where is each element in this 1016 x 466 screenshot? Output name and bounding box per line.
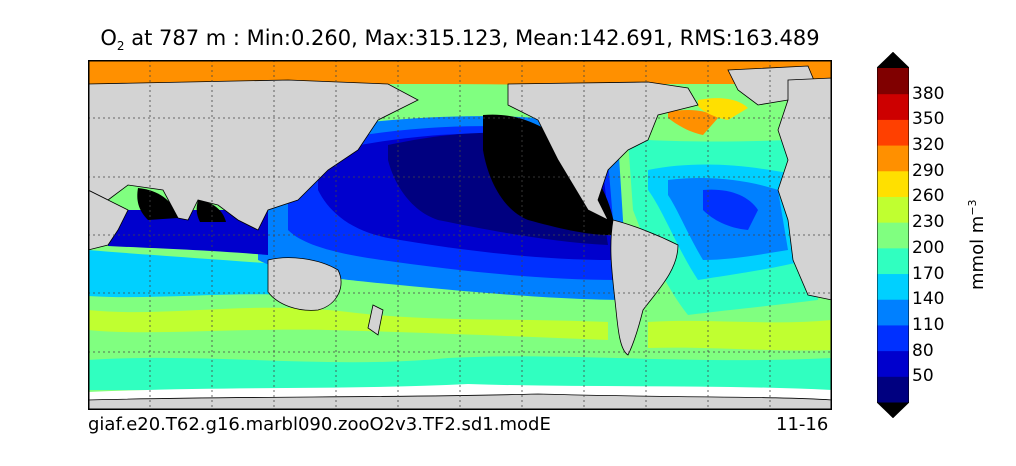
atlantic-deepblue [703,189,758,230]
colorbar-segment [877,170,909,197]
case-name-caption: giaf.e20.T62.g16.marbl090.zooO2v3.TF2.sd… [88,414,551,435]
colorbar-segment [877,350,909,377]
colorbar-tick-label: 290 [912,160,945,181]
colorbar-segment [877,376,909,403]
arabian-omz [137,188,178,220]
colorbar-segment [877,93,909,120]
colorbar-segment [877,68,909,95]
southern-band-3 [648,320,832,351]
bengal-omz [196,200,226,222]
colorbar-tick-label: 140 [912,289,945,310]
colorbar-tick-label: 350 [912,109,945,130]
southern-band-2 [88,307,608,340]
colorbar-segment [877,273,909,300]
colorbar-segment [877,145,909,172]
colorbar-segment [877,222,909,249]
labrador-yellow [698,98,748,120]
land-south-america [610,219,679,356]
land-eurasia [88,79,419,231]
colorbar-tick-label: 320 [912,135,945,156]
colorbar-frame [877,52,909,418]
ocean-oxygen-map [88,60,832,410]
colorbar [877,52,909,418]
colorbar-segment [877,299,909,326]
colorbar-tick-label: 230 [912,212,945,233]
land-australia [267,257,342,311]
land-newzealand [367,304,384,336]
pacific-omz [483,114,616,236]
colorbar-tick-label: 110 [912,314,945,335]
colorbar-segment [877,247,909,275]
colorbar-under-triangle [877,402,909,418]
colorbar-tick-label: 380 [912,83,945,104]
months-caption: 11-16 [776,414,829,435]
indian-navy [108,210,268,255]
land-europe-africa [777,77,832,301]
indian-cyan [88,250,288,298]
colorbar-tick-label: 50 [912,366,934,387]
land-north-america [507,81,699,221]
colorbar-tick-label: 200 [912,237,945,258]
colorbar-units: mmol m−3 [966,199,988,290]
colorbar-tick-label: 170 [912,263,945,284]
colorbar-tick-label: 260 [912,186,945,207]
colorbar-over-triangle [877,52,909,68]
colorbar-segment [877,196,909,223]
colorbar-segment [877,324,909,352]
graticule [88,60,832,410]
map-frame [88,60,832,410]
colorbar-segment [877,119,909,146]
colorbar-tick-label: 80 [912,340,934,361]
map-title: O2 at 787 m : Min:0.260, Max:315.123, Me… [100,26,820,54]
labrador-orange [668,110,718,135]
